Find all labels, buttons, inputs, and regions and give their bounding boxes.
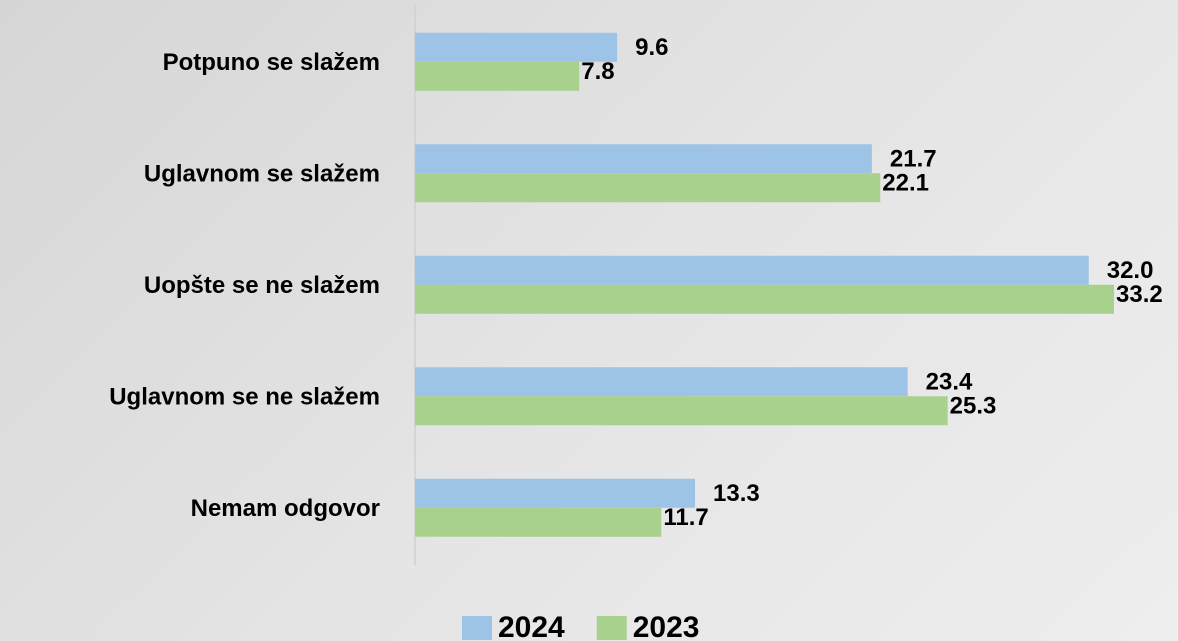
bar	[415, 255, 1089, 285]
bar	[415, 367, 908, 397]
value-label: 9.6	[635, 34, 668, 61]
bar	[415, 284, 1114, 314]
value-label: 11.7	[663, 504, 708, 531]
value-label: 23.4	[926, 369, 973, 396]
legend-label: 2023	[633, 611, 700, 641]
category-label: Nemam odgovor	[191, 495, 380, 522]
legend-swatch	[596, 616, 627, 640]
legend-label: 2024	[498, 611, 565, 641]
bar	[415, 507, 662, 537]
bar	[415, 61, 580, 91]
category-label: Potpuno se slažem	[163, 49, 380, 76]
bar	[415, 173, 881, 203]
legend-swatch	[462, 616, 492, 640]
bar	[415, 144, 872, 174]
bar	[415, 396, 948, 426]
category-label: Uglavnom se ne slažem	[109, 384, 380, 411]
value-label: 21.7	[890, 146, 937, 173]
value-label: 33.2	[1116, 281, 1163, 308]
value-label: 13.3	[713, 480, 760, 507]
value-label: 25.3	[950, 393, 997, 420]
category-label: Uglavnom se slažem	[144, 161, 380, 188]
value-label: 22.1	[882, 170, 929, 197]
bar	[415, 32, 618, 62]
category-label: Uopšte se ne slažem	[144, 272, 380, 299]
value-label: 32.0	[1107, 257, 1154, 284]
bar	[415, 478, 696, 508]
value-label: 7.8	[581, 58, 614, 85]
